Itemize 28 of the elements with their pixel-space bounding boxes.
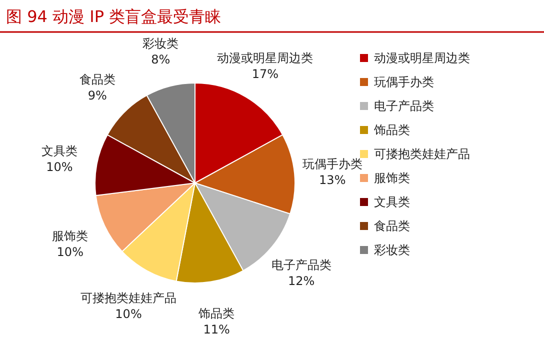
data-label: 13% [319, 173, 346, 188]
data-label: 12% [288, 274, 315, 288]
legend-label: 动漫或明星周边类 [374, 51, 470, 65]
slice-label: 玩偶手办类 [302, 157, 362, 172]
legend-label: 玩偶手办类 [374, 75, 434, 89]
data-label: 10% [46, 160, 73, 174]
data-label: 17% [252, 67, 279, 82]
slice-label: 彩妆类 [142, 36, 179, 50]
slice-label: 服饰类 [52, 228, 88, 243]
legend-label: 服饰类 [374, 171, 410, 185]
data-label: 11% [203, 322, 230, 336]
slice-label: 电子产品类 [271, 258, 332, 272]
data-label: 8% [151, 52, 170, 66]
slice-label: 动漫或明星周边类 [217, 51, 314, 66]
legend-label: 电子产品类 [374, 99, 434, 113]
legend-label: 饰品类 [373, 123, 410, 137]
slice-label: 食品类 [79, 72, 116, 86]
chart-title: 图 94 动漫 IP 类盲盒最受青睐 [6, 7, 222, 26]
legend-label: 文具类 [374, 195, 410, 209]
data-label: 10% [56, 244, 84, 259]
slice-label: 可搂抱类娃娃产品 [80, 290, 177, 305]
legend-label: 可搂抱类娃娃产品 [374, 147, 470, 161]
data-label: 10% [115, 306, 142, 321]
legend-label: 彩妆类 [374, 243, 410, 257]
data-label: 9% [88, 88, 107, 102]
slice-label: 饰品类 [198, 306, 235, 320]
legend-label: 食品类 [374, 219, 410, 233]
slice-label: 文具类 [41, 144, 78, 158]
